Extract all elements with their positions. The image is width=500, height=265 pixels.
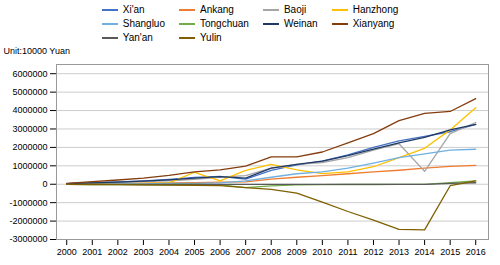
svg-text:2011: 2011 [338,247,357,257]
svg-text:2007: 2007 [236,247,256,257]
svg-text:2012: 2012 [363,247,383,257]
svg-text:2005: 2005 [185,247,205,257]
svg-text:-2000000: -2000000 [9,216,47,226]
svg-text:2000: 2000 [57,247,77,257]
svg-text:2016: 2016 [466,247,486,257]
html-text:Hanzhong: Hanzhong [352,4,399,15]
html-text:Xi'an: Xi'an [122,4,145,15]
html-text:Yulin: Yulin [200,32,222,43]
svg-text:2009: 2009 [287,247,307,257]
html-text:Yan'an: Yan'an [122,32,153,43]
svg-text:2008: 2008 [261,247,281,257]
svg-text:-1000000: -1000000 [9,198,47,208]
html-text:Xianyang: Xianyang [352,18,395,29]
svg-text:5000000: 5000000 [12,87,47,97]
svg-text:2010: 2010 [312,247,332,257]
svg-text:2001: 2001 [82,247,102,257]
svg-text:2014: 2014 [415,247,435,257]
svg-text:Unit:10000 Yuan: Unit:10000 Yuan [4,46,70,56]
svg-text:-3000000: -3000000 [9,234,47,244]
svg-text:2013: 2013 [389,247,409,257]
html-text:Tongchuan: Tongchuan [200,18,249,29]
svg-text:2006: 2006 [210,247,230,257]
svg-text:4000000: 4000000 [12,105,47,115]
html-text:Shangluo: Shangluo [122,18,165,29]
svg-text:2002: 2002 [108,247,128,257]
svg-text:6000000: 6000000 [12,69,47,79]
html-text:Ankang: Ankang [200,4,234,15]
svg-text:2015: 2015 [440,247,460,257]
svg-text:2003: 2003 [133,247,153,257]
html-text:Weinan: Weinan [283,18,318,29]
html-text:Baoji: Baoji [283,4,307,15]
svg-text:2004: 2004 [159,247,179,257]
svg-text:1000000: 1000000 [12,161,47,171]
svg-text:2000000: 2000000 [12,142,47,152]
svg-text:0: 0 [42,179,47,189]
svg-text:3000000: 3000000 [12,124,47,134]
